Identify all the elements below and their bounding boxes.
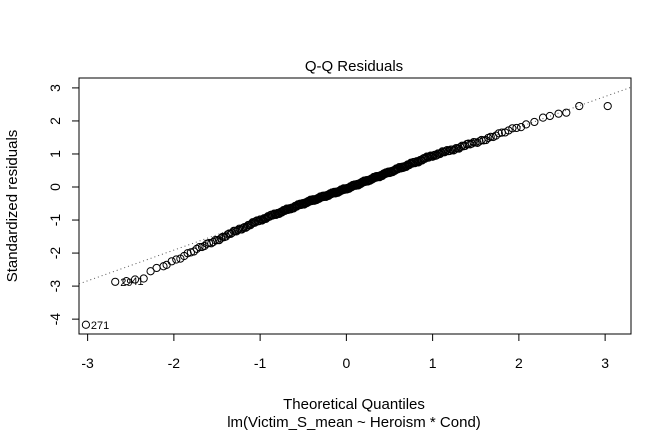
qq-point	[449, 146, 458, 155]
x-axis-title: Theoretical Quantiles	[283, 396, 425, 413]
qq-point	[167, 257, 176, 266]
qq-point	[195, 242, 204, 252]
qq-point	[146, 267, 155, 276]
qq-point	[494, 129, 503, 138]
qq-point	[232, 227, 241, 236]
qq-point	[183, 249, 192, 258]
qq-point	[152, 263, 161, 273]
qq-point	[216, 234, 225, 243]
qq-point	[530, 117, 539, 127]
x-tick-label: -1	[254, 355, 267, 371]
qq-point	[516, 123, 526, 132]
points-layer	[81, 101, 612, 329]
y-tick-label: 1	[47, 150, 63, 158]
qq-point	[512, 123, 521, 133]
y-tick-label: -1	[47, 214, 63, 227]
x-tick-label: 1	[429, 355, 437, 371]
point-label: 41	[131, 276, 143, 288]
y-tick-label: 2	[47, 117, 63, 125]
y-axis: -4 -3 -2 -1 0 1 2 3	[47, 84, 80, 326]
x-tick-label: -2	[168, 355, 181, 371]
qq-point	[223, 230, 232, 239]
qq-point	[172, 255, 181, 264]
y-tick-label: -4	[47, 313, 63, 326]
qq-point	[130, 275, 140, 284]
qq-point	[575, 101, 584, 111]
qq-point	[209, 237, 218, 247]
qq-point	[538, 113, 548, 122]
qq-point	[122, 277, 131, 286]
qq-point	[139, 274, 148, 283]
qq-point	[562, 108, 571, 117]
x-tick-label: 3	[601, 355, 609, 371]
y-tick-label: -3	[47, 280, 63, 293]
qq-point	[237, 225, 246, 234]
qq-point	[486, 132, 495, 141]
qq-point	[554, 109, 563, 118]
x-axis-subtitle: lm(Victim_S_mean ~ Heroism * Cond)	[227, 414, 481, 431]
qq-point	[545, 111, 555, 121]
qq-point	[508, 124, 517, 133]
qq-point	[159, 262, 168, 271]
y-tick-label: -2	[47, 247, 63, 260]
plot-box	[78, 77, 632, 335]
x-tick-label: -3	[81, 355, 94, 371]
y-tick-label: 0	[47, 183, 63, 191]
point-label: 29	[120, 277, 132, 289]
x-axis: -3 -2 -1 0 1 2 3	[81, 333, 609, 371]
qq-point	[189, 247, 199, 256]
qq-point	[475, 137, 484, 146]
qq-point	[522, 120, 531, 129]
point-label: 271	[91, 320, 109, 332]
qq-point	[192, 244, 201, 253]
qq-point	[111, 277, 120, 286]
x-tick-label: 2	[515, 355, 523, 371]
y-tick-label: 3	[47, 84, 63, 92]
qq-point	[426, 151, 435, 160]
qq-point	[81, 320, 91, 329]
qq-point	[603, 101, 612, 111]
chart-title: Q-Q Residuals	[305, 58, 403, 75]
qq-point	[467, 139, 476, 148]
y-axis-title: Standardized residuals	[4, 130, 21, 283]
x-tick-label: 0	[342, 355, 350, 371]
